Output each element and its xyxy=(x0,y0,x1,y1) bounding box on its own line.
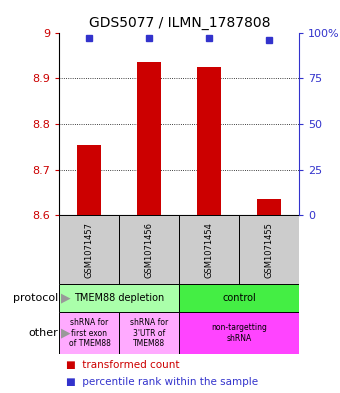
Bar xyxy=(78,145,101,215)
Text: ■  percentile rank within the sample: ■ percentile rank within the sample xyxy=(66,377,258,387)
Bar xyxy=(257,199,281,215)
Bar xyxy=(180,284,299,312)
Bar xyxy=(197,67,221,215)
Bar xyxy=(180,312,299,354)
Text: non-targetting
shRNA: non-targetting shRNA xyxy=(211,323,267,343)
Text: GSM1071457: GSM1071457 xyxy=(85,222,94,278)
Text: GSM1071456: GSM1071456 xyxy=(145,222,154,278)
Text: ▶: ▶ xyxy=(61,327,71,340)
Text: TMEM88 depletion: TMEM88 depletion xyxy=(74,293,165,303)
Bar xyxy=(59,284,180,312)
Bar xyxy=(59,312,119,354)
Text: control: control xyxy=(222,293,256,303)
Bar xyxy=(180,215,239,284)
Text: ■  transformed count: ■ transformed count xyxy=(66,360,180,370)
Text: other: other xyxy=(28,328,58,338)
Title: GDS5077 / ILMN_1787808: GDS5077 / ILMN_1787808 xyxy=(89,16,270,30)
Text: ▶: ▶ xyxy=(61,292,71,305)
Text: shRNA for
3'UTR of
TMEM88: shRNA for 3'UTR of TMEM88 xyxy=(130,318,169,348)
Bar xyxy=(137,62,162,215)
Text: GSM1071455: GSM1071455 xyxy=(265,222,274,278)
Bar xyxy=(239,215,299,284)
Bar xyxy=(119,312,180,354)
Text: GSM1071454: GSM1071454 xyxy=(205,222,214,278)
Bar xyxy=(59,215,119,284)
Bar xyxy=(119,215,180,284)
Text: shRNA for
first exon
of TMEM88: shRNA for first exon of TMEM88 xyxy=(69,318,110,348)
Text: protocol: protocol xyxy=(13,293,58,303)
